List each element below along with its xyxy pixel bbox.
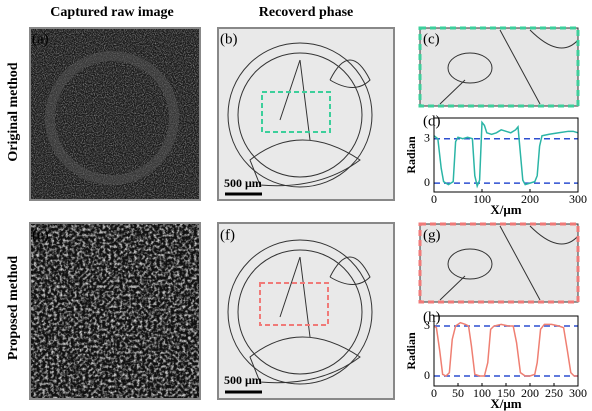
x-tick-label: 150 [497,386,515,400]
row-label: Proposed method [6,256,21,361]
phase-image [217,222,395,400]
panel-label: (d) [423,113,441,129]
panel-label: (b) [220,31,238,47]
panel-label: (f) [220,227,235,243]
x-tick-label: 0 [431,192,437,206]
column-header: Recoverd phase [259,5,354,20]
row-label: Original method [6,62,21,161]
x-tick-label: 100 [473,386,491,400]
panel-label: (g) [423,227,441,243]
raw-image [29,27,201,201]
scale-bar-label: 500 μm [224,373,262,387]
zoom-image [418,26,580,108]
y-axis-label: Radian [404,332,418,370]
x-tick-label: 200 [521,192,539,206]
zoom-image [418,222,580,304]
y-tick-label: 3 [424,318,430,332]
raw-image [29,222,201,400]
x-axis-label: X/μm [490,396,521,411]
panel-labels: (a) (b) (c) (d) (e) (f) (g) (h) [32,31,441,325]
plot-frame [433,315,579,387]
x-axis-label: X/μm [490,202,521,217]
x-tick-label: 50 [452,386,464,400]
y-tick-label: 3 [424,130,430,144]
x-tick-label: 300 [569,192,587,206]
x-tick-label: 250 [545,386,563,400]
x-tick-label: 200 [521,386,539,400]
panel-label: (a) [32,31,49,47]
x-tick-label: 300 [569,386,587,400]
y-axis-label: Radian [404,136,418,174]
x-tick-label: 100 [473,192,491,206]
phase-image [217,27,395,201]
scale-bar-label: 500 μm [224,176,262,190]
plot-frame [433,117,579,193]
panel-label: (h) [423,309,441,325]
panel-label: (e) [32,227,49,243]
y-tick-label: 0 [424,368,430,382]
data-line [433,120,579,189]
x-tick-label: 0 [431,386,437,400]
y-tick-label: 0 [424,175,430,189]
panel-label: (c) [423,31,440,47]
data-line [433,321,578,377]
column-header: Captured raw image [50,5,173,20]
